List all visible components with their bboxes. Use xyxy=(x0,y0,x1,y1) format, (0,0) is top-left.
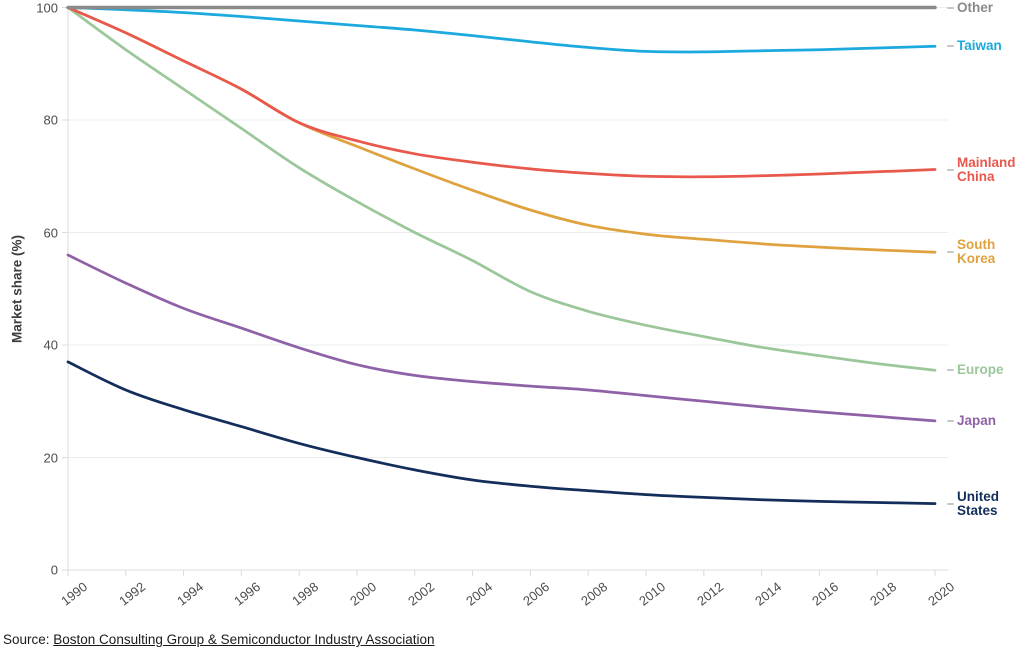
y-tick-label: 0 xyxy=(50,562,58,578)
y-axis-title: Market share (%) xyxy=(9,234,25,344)
y-tick-label: 40 xyxy=(43,337,58,353)
label-dash xyxy=(947,168,954,171)
series-label-taiwan: Taiwan xyxy=(957,38,1002,54)
y-tick-label: 20 xyxy=(43,450,58,465)
series-label-europe: Europe xyxy=(957,362,1004,378)
line-mainland-china xyxy=(66,6,937,179)
series-label-other: Other xyxy=(957,0,994,15)
label-dash xyxy=(947,251,954,254)
line-europe xyxy=(66,6,937,372)
label-dash xyxy=(947,502,954,505)
source-link[interactable]: Boston Consulting Group & Semiconductor … xyxy=(53,632,435,647)
line-united-states xyxy=(66,360,937,505)
label-dash xyxy=(947,6,954,9)
line-taiwan xyxy=(66,6,937,54)
series-label-united-states: United States xyxy=(957,488,999,518)
label-dash xyxy=(947,369,954,372)
y-tick-label: 100 xyxy=(36,0,58,15)
line-south-korea xyxy=(66,6,937,254)
series-label-mainland-china: Mainland China xyxy=(957,154,1016,184)
series-label-japan: Japan xyxy=(957,412,997,428)
source-caption: Source: Boston Consulting Group & Semico… xyxy=(3,632,435,647)
y-tick-label: 80 xyxy=(43,112,58,128)
source-prefix: Source: xyxy=(3,632,54,647)
y-tick-label: 60 xyxy=(43,225,58,240)
label-dash xyxy=(947,45,954,48)
line-japan xyxy=(66,253,937,423)
series-label-south-korea: South Korea xyxy=(957,237,996,267)
label-dash xyxy=(947,419,954,422)
